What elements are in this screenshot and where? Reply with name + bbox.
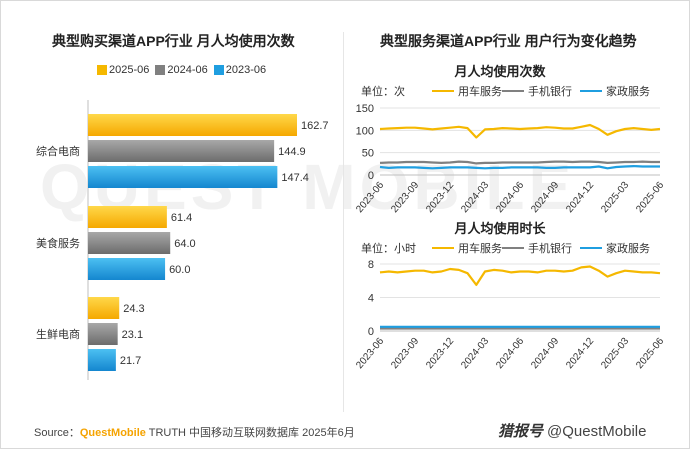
source-brand: QuestMobile [79,427,146,439]
y-tick-label: 0 [368,326,374,338]
bar-value-label: 147.4 [281,172,309,184]
x-tick-label: 2023-09 [389,180,421,216]
x-tick-label: 2025-03 [599,180,631,216]
left-chart-legend: 2025-06 2024-06 2023-06 [97,64,266,76]
bar-value-label: 23.1 [122,329,143,341]
legend-label: 2025-06 [109,64,150,76]
series-line [379,265,661,286]
x-tick-label: 2024-03 [459,180,491,216]
x-tick-label: 2024-12 [564,336,596,372]
bar-value-label: 61.4 [171,212,192,224]
x-tick-label: 2023-06 [354,336,386,372]
y-tick-label: 150 [356,103,374,115]
x-tick-label: 2023-12 [424,180,456,216]
legend-label: 手机银行 [528,84,572,98]
legend-item-2024: 2024-06 [155,64,208,76]
series-line [379,123,661,139]
legend-label: 家政服务 [606,84,650,98]
x-tick-label: 2024-09 [529,180,561,216]
y-tick-label: 50 [362,148,374,160]
unit-label: 单位：次 [361,84,405,98]
bar [88,114,297,136]
bar [88,323,118,345]
bar-value-label: 21.7 [120,355,141,367]
bar [88,140,275,162]
panel-divider [343,32,344,412]
source-note: Source：QuestMobile TRUTH 中国移动互联网数据库 2025… [34,424,355,440]
category-label: 综合电商 [36,144,80,158]
legend-label: 用车服务 [458,84,502,98]
legend-item-2025: 2025-06 [97,64,149,76]
legend-label: 2024-06 [167,64,208,76]
bar-value-label: 144.9 [278,146,306,158]
bar [88,297,120,319]
bar-value-label: 162.7 [301,120,329,132]
y-tick-label: 0 [368,170,374,182]
bar-value-label: 64.0 [174,238,195,250]
y-tick-label: 100 [356,125,374,137]
legend-label: 2023-06 [225,64,267,76]
legend-label: 家政服务 [606,241,650,255]
bar [88,232,171,254]
corner-watermark: 猎报号 @QuestMobile [498,420,646,441]
legend-swatch [97,65,107,75]
x-tick-label: 2023-06 [354,180,386,216]
category-label: 生鲜电商 [36,327,80,341]
x-tick-label: 2023-12 [424,336,456,372]
bar [88,166,278,188]
series-line [379,165,660,170]
x-tick-label: 2024-09 [529,336,561,372]
bar [88,349,116,371]
x-tick-label: 2025-03 [599,336,631,372]
right-chart-title: 典型服务渠道APP行业 用户行为变化趋势 [380,33,637,49]
legend-swatch [155,65,166,75]
watermark-logo: 猎报号 [498,423,544,440]
bar-value-label: 24.3 [123,303,144,315]
bar [88,258,166,280]
series-line [379,160,660,165]
legend-item-2023: 2023-06 [213,64,267,76]
x-tick-label: 2024-06 [494,336,526,372]
category-label: 美食服务 [36,236,80,250]
y-tick-label: 4 [368,293,374,305]
line-chart-title: 月人均使用次数 [453,64,546,79]
legend-label: 用车服务 [458,241,502,255]
legend-swatch [213,65,224,75]
y-tick-label: 8 [368,259,374,271]
x-tick-label: 2024-03 [459,336,491,372]
legend-label: 手机银行 [528,241,572,255]
line-chart-title: 月人均使用时长 [453,221,546,236]
bar-value-label: 60.0 [169,264,190,276]
x-tick-label: 2024-06 [494,180,526,216]
source-text: TRUTH 中国移动互联网数据库 2025年6月 [145,427,355,439]
unit-label: 单位：小时 [361,241,416,255]
left-chart-title: 典型购买渠道APP行业 月人均使用次数 [52,33,295,49]
x-tick-label: 2025-06 [634,336,666,372]
bar [88,206,167,228]
watermark-handle: @QuestMobile [547,423,647,440]
source-prefix: Source： [34,427,80,439]
x-tick-label: 2025-06 [634,180,666,216]
x-tick-label: 2023-09 [389,336,421,372]
x-tick-label: 2024-12 [564,180,596,216]
